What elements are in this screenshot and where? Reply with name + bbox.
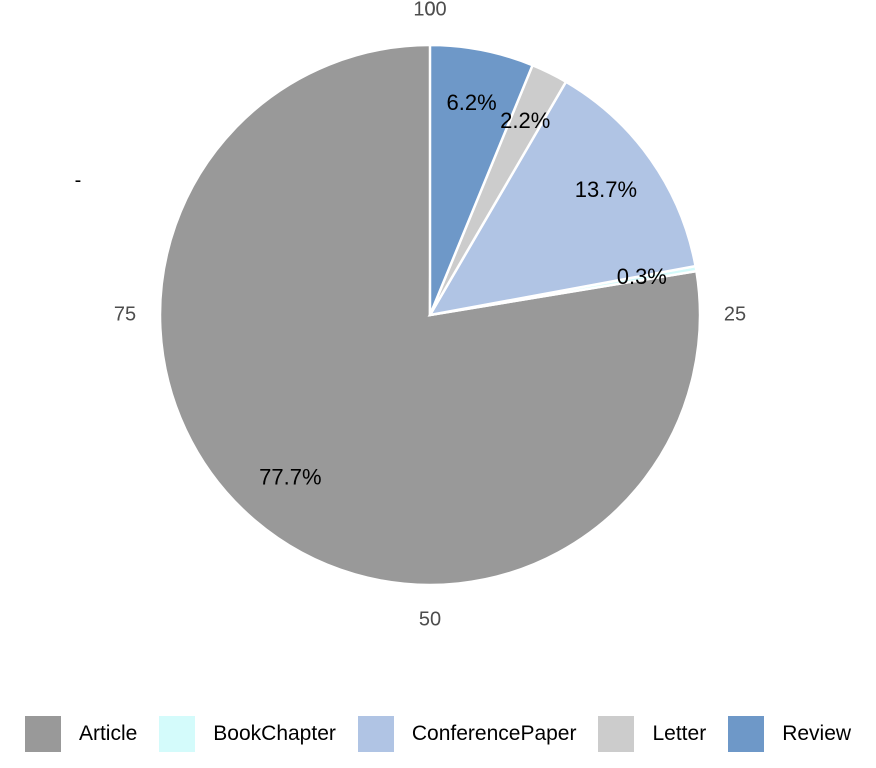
legend-item: BookChapter bbox=[159, 716, 336, 752]
angle-tick-label: 100 bbox=[413, 0, 446, 20]
angle-tick-label: 75 bbox=[114, 303, 136, 325]
legend-key bbox=[24, 716, 61, 752]
slice bbox=[158, 43, 702, 587]
legend-label: BookChapter bbox=[213, 722, 336, 745]
angle-tick-label: 0 bbox=[424, 0, 435, 20]
value-label: 2.2% bbox=[500, 108, 550, 133]
legend-item: Letter bbox=[598, 716, 706, 752]
legend-label: Article bbox=[78, 722, 138, 745]
legend-label: Letter bbox=[652, 722, 707, 745]
category-label: - bbox=[75, 169, 82, 191]
legend: Article BookChapter ConferencePaper Letter R… bbox=[0, 712, 876, 756]
value-label: 77.7% bbox=[259, 464, 321, 489]
legend-item: Review bbox=[728, 716, 851, 752]
value-label: 6.2% bbox=[447, 90, 497, 115]
legend-item: Article bbox=[24, 716, 138, 752]
slice bbox=[427, 80, 697, 317]
legend-key bbox=[598, 716, 635, 752]
value-label: 0.3% bbox=[617, 264, 667, 289]
legend-label: Review bbox=[782, 722, 852, 745]
legend-key bbox=[357, 716, 394, 752]
value-label: 13.7% bbox=[575, 177, 637, 202]
chart: 0 25 50 75 100 - 77.7% 0.3% 13.7% 2.2%6.2% bbox=[75, 0, 746, 630]
legend-key bbox=[728, 716, 765, 752]
legend-key bbox=[159, 716, 196, 752]
angle-tick-label: 50 bbox=[419, 608, 441, 630]
legend-item: ConferencePaper bbox=[357, 716, 577, 752]
angle-tick-label: 25 bbox=[724, 303, 746, 325]
legend-label: ConferencePaper bbox=[411, 722, 577, 745]
slice bbox=[428, 43, 535, 316]
